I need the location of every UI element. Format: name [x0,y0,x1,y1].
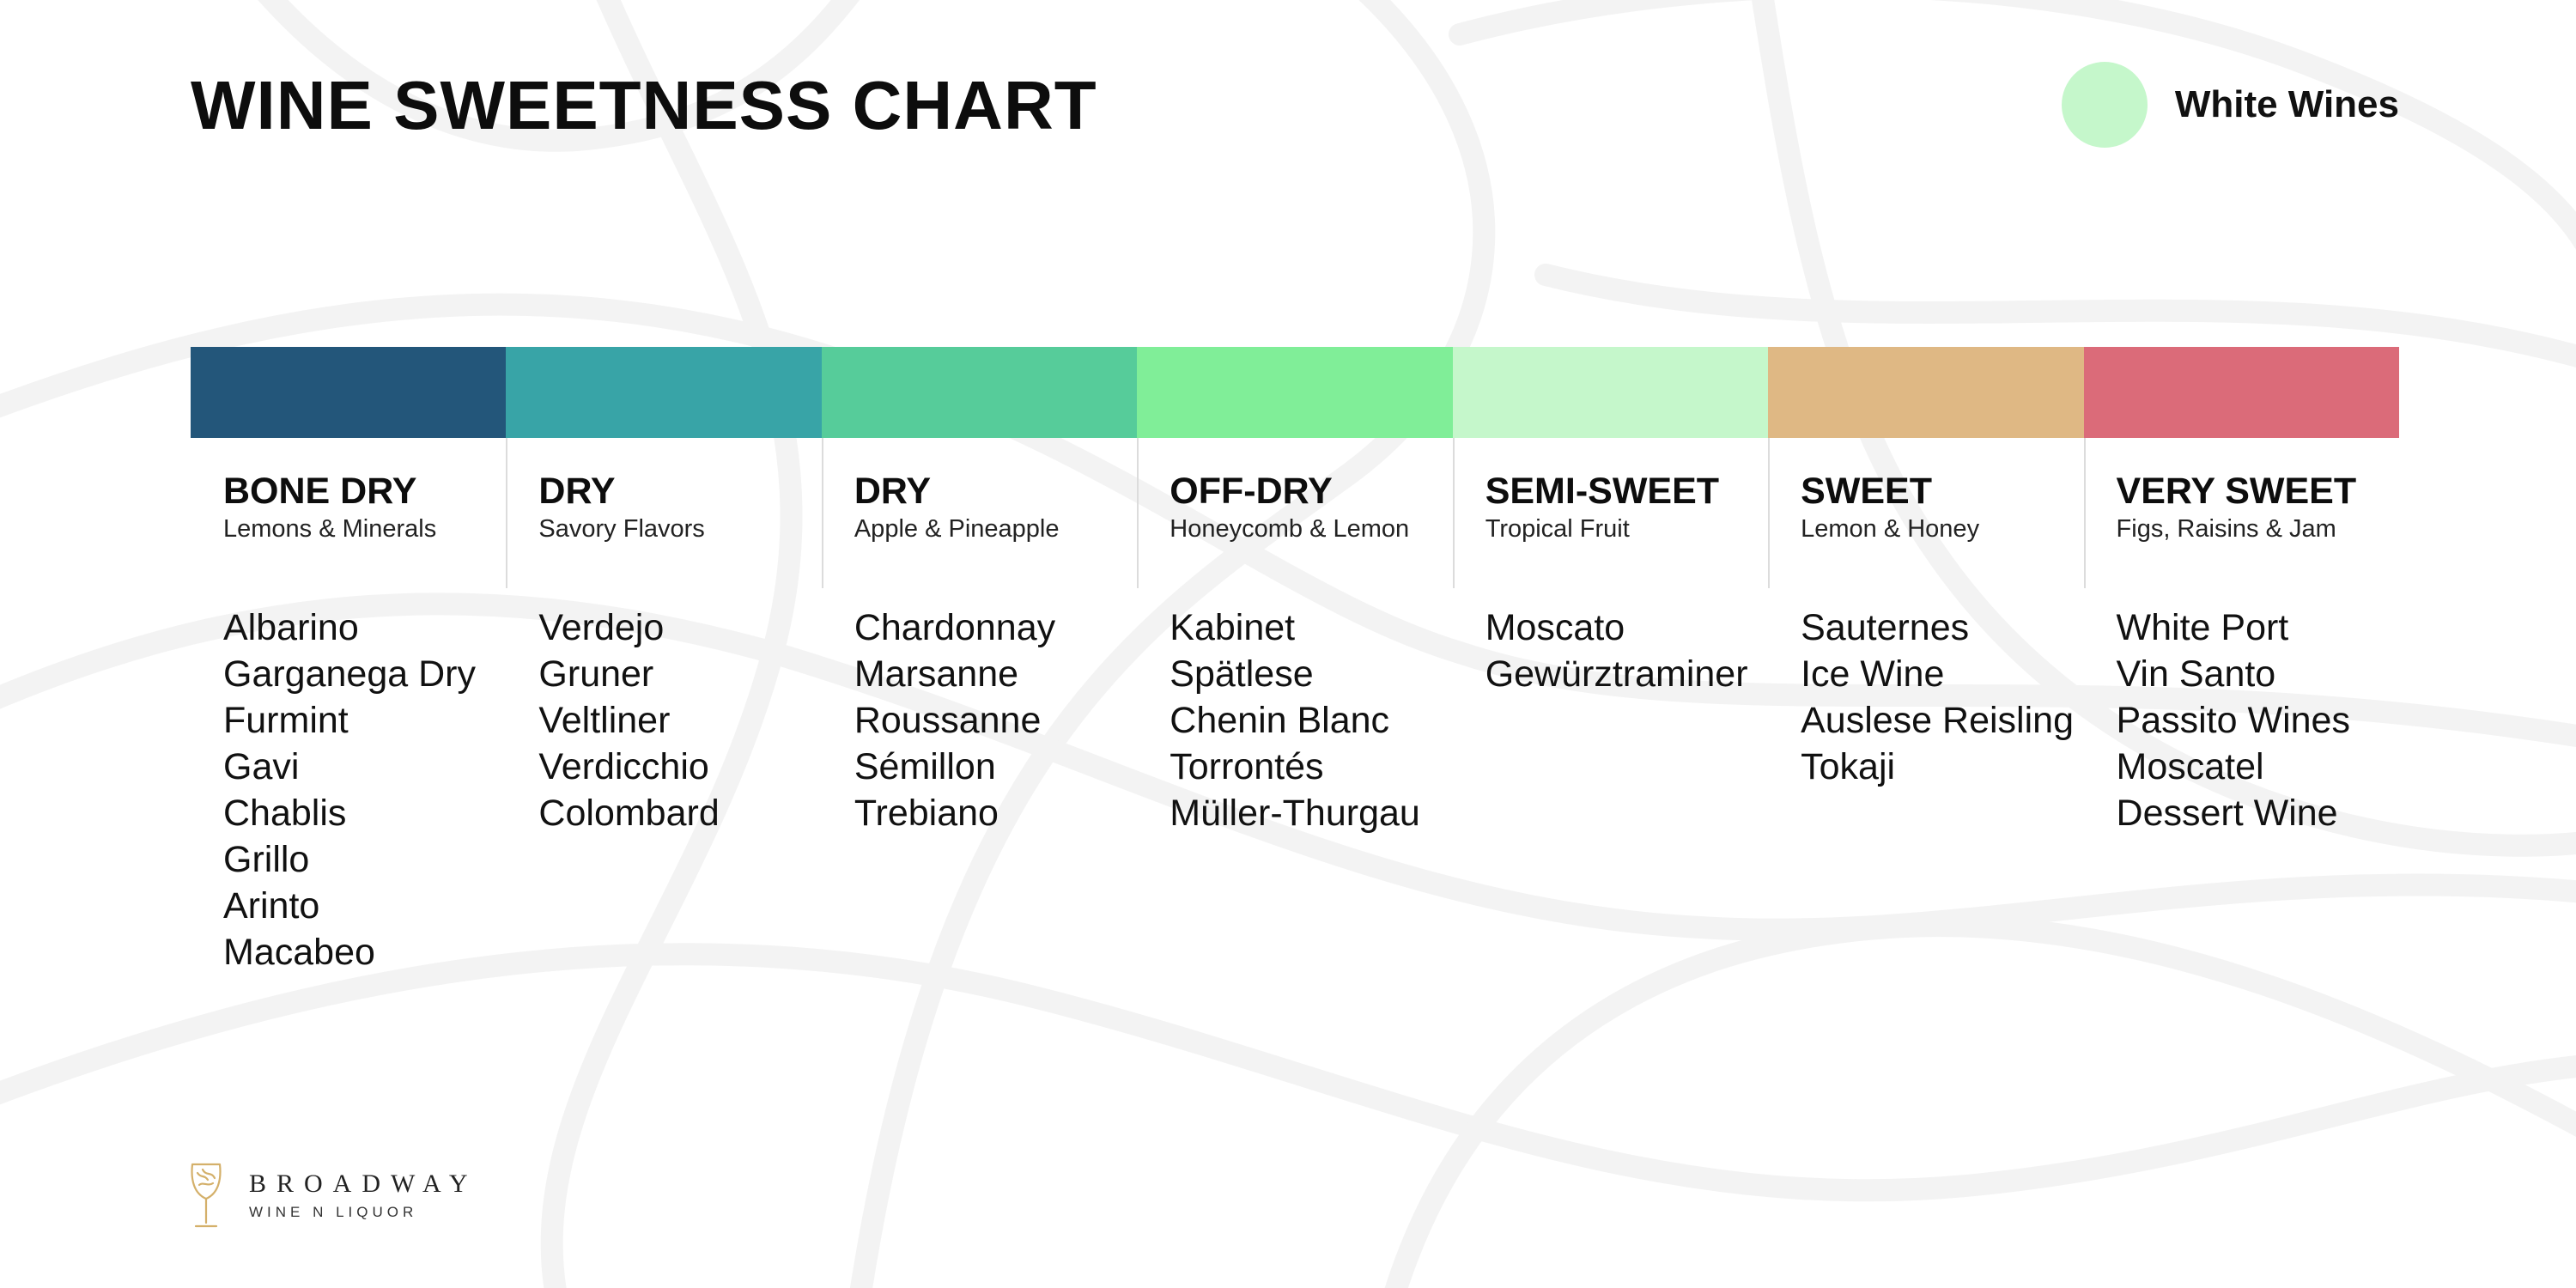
wine-item: Gruner [538,653,654,695]
wine-item: Garganega Dry [223,653,476,695]
scale-segment-very-sweet [2083,347,2399,438]
column-header: DRY Apple & Pineapple [854,438,1137,605]
legend: White Wines [2061,62,2399,148]
brand-logo: BROADWAY WINE N LIQUOR [187,1161,478,1230]
wine-item: Sémillon [854,746,996,787]
wine-glass-icon [191,1163,222,1228]
column-header: BONE DRY Lemons & Minerals [223,438,506,605]
flavor-notes: Savory Flavors [538,515,705,543]
wine-item: Chablis [223,793,347,834]
column-dry-apple: DRY Apple & Pineapple Chardonnay Marsann… [821,438,1137,975]
sweetness-level: DRY [538,471,616,512]
page-title: WINE SWEETNESS CHART [191,67,1097,143]
column-sweet: SWEET Lemon & Honey Sauternes Ice Wine A… [1768,438,2083,975]
flavor-notes: Lemon & Honey [1801,515,1980,543]
wine-item: Torrontés [1170,746,1324,787]
sweetness-level: VERY SWEET [2116,471,2357,512]
wine-item: Arinto [223,885,320,927]
wine-item: Trebiano [854,793,999,834]
wine-item: Tokaji [1801,746,1896,787]
wine-item: Grillo [223,839,310,880]
wine-item: Albarino [223,607,359,648]
flavor-notes: Apple & Pineapple [854,515,1060,543]
flavor-notes: Honeycomb & Lemon [1170,515,1410,543]
scale-segment-semi-sweet [1452,347,1769,438]
wine-item: Vin Santo [2116,653,2276,695]
column-header: SEMI-SWEET Tropical Fruit [1485,438,1768,605]
column-header: VERY SWEET Figs, Raisins & Jam [2117,438,2399,605]
brand-subtitle: WINE N LIQUOR [249,1204,418,1220]
wine-item: Verdicchio [538,746,709,787]
wine-list: Sauternes Ice Wine Auslese Reisling Toka… [1801,605,2083,790]
wine-item: Verdejo [538,607,665,648]
wine-list: White Port Vin Santo Passito Wines Mosca… [2117,605,2399,836]
wine-list: Moscato Gewürztraminer [1485,605,1768,697]
wine-item: Spätlese [1170,653,1314,695]
column-off-dry: OFF-DRY Honeycomb & Lemon Kabinet Spätle… [1137,438,1452,975]
flavor-notes: Tropical Fruit [1485,515,1630,543]
scale-segment-sweet [1768,347,2084,438]
wine-item: Furmint [223,700,349,741]
column-bone-dry: BONE DRY Lemons & Minerals Albarino Garg… [191,438,506,975]
wine-list: Albarino Garganega Dry Furmint Gavi Chab… [223,605,506,975]
sweetness-level: OFF-DRY [1170,471,1333,512]
wine-item: Ice Wine [1801,653,1945,695]
wine-item: Passito Wines [2116,700,2350,741]
column-dry-savory: DRY Savory Flavors Verdejo Gruner Veltli… [506,438,821,975]
wine-list: Kabinet Spätlese Chenin Blanc Torrontés … [1170,605,1452,836]
sweetness-scale-bar [191,347,2399,438]
wine-item: Colombard [538,793,720,834]
sweetness-level: DRY [854,471,932,512]
wine-item: Müller-Thurgau [1170,793,1420,834]
wine-item: Chardonnay [854,607,1056,648]
wine-item: Kabinet [1170,607,1296,648]
wine-item: Gewürztraminer [1485,653,1748,695]
flavor-notes: Lemons & Minerals [223,515,437,543]
scale-segment-bone-dry [191,347,507,438]
sweetness-level: SWEET [1801,471,1933,512]
flavor-notes: Figs, Raisins & Jam [2116,515,2336,543]
wine-item: Moscatel [2116,746,2264,787]
scale-segment-off-dry [1137,347,1453,438]
wine-item: Marsanne [854,653,1019,695]
brand-name: BROADWAY [249,1170,478,1198]
scale-segment-dry-savory [506,347,822,438]
brand-text: BROADWAY WINE N LIQUOR [249,1170,478,1221]
legend-swatch [2061,62,2148,148]
wine-item: Macabeo [223,932,375,973]
column-header: DRY Savory Flavors [538,438,821,605]
scale-segment-dry-apple [821,347,1138,438]
wine-item: Gavi [223,746,300,787]
wine-item: Roussanne [854,700,1042,741]
wine-list: Verdejo Gruner Veltliner Verdicchio Colo… [538,605,821,836]
column-semi-sweet: SEMI-SWEET Tropical Fruit Moscato Gewürz… [1452,438,1768,975]
wine-item: Dessert Wine [2116,793,2338,834]
sweetness-level: SEMI-SWEET [1485,471,1720,512]
wine-item: Chenin Blanc [1170,700,1390,741]
wine-item: Sauternes [1801,607,1970,648]
wine-item: Moscato [1485,607,1625,648]
wine-list: Chardonnay Marsanne Roussanne Sémillon T… [854,605,1137,836]
sweetness-columns: BONE DRY Lemons & Minerals Albarino Garg… [191,438,2399,975]
wine-item: White Port [2116,607,2289,648]
wine-item: Veltliner [538,700,671,741]
wine-item: Auslese Reisling [1801,700,2074,741]
sweetness-level: BONE DRY [223,471,417,512]
legend-label: White Wines [2174,83,2399,125]
column-very-sweet: VERY SWEET Figs, Raisins & Jam White Por… [2083,438,2399,975]
column-header: OFF-DRY Honeycomb & Lemon [1170,438,1452,605]
column-header: SWEET Lemon & Honey [1801,438,2083,605]
